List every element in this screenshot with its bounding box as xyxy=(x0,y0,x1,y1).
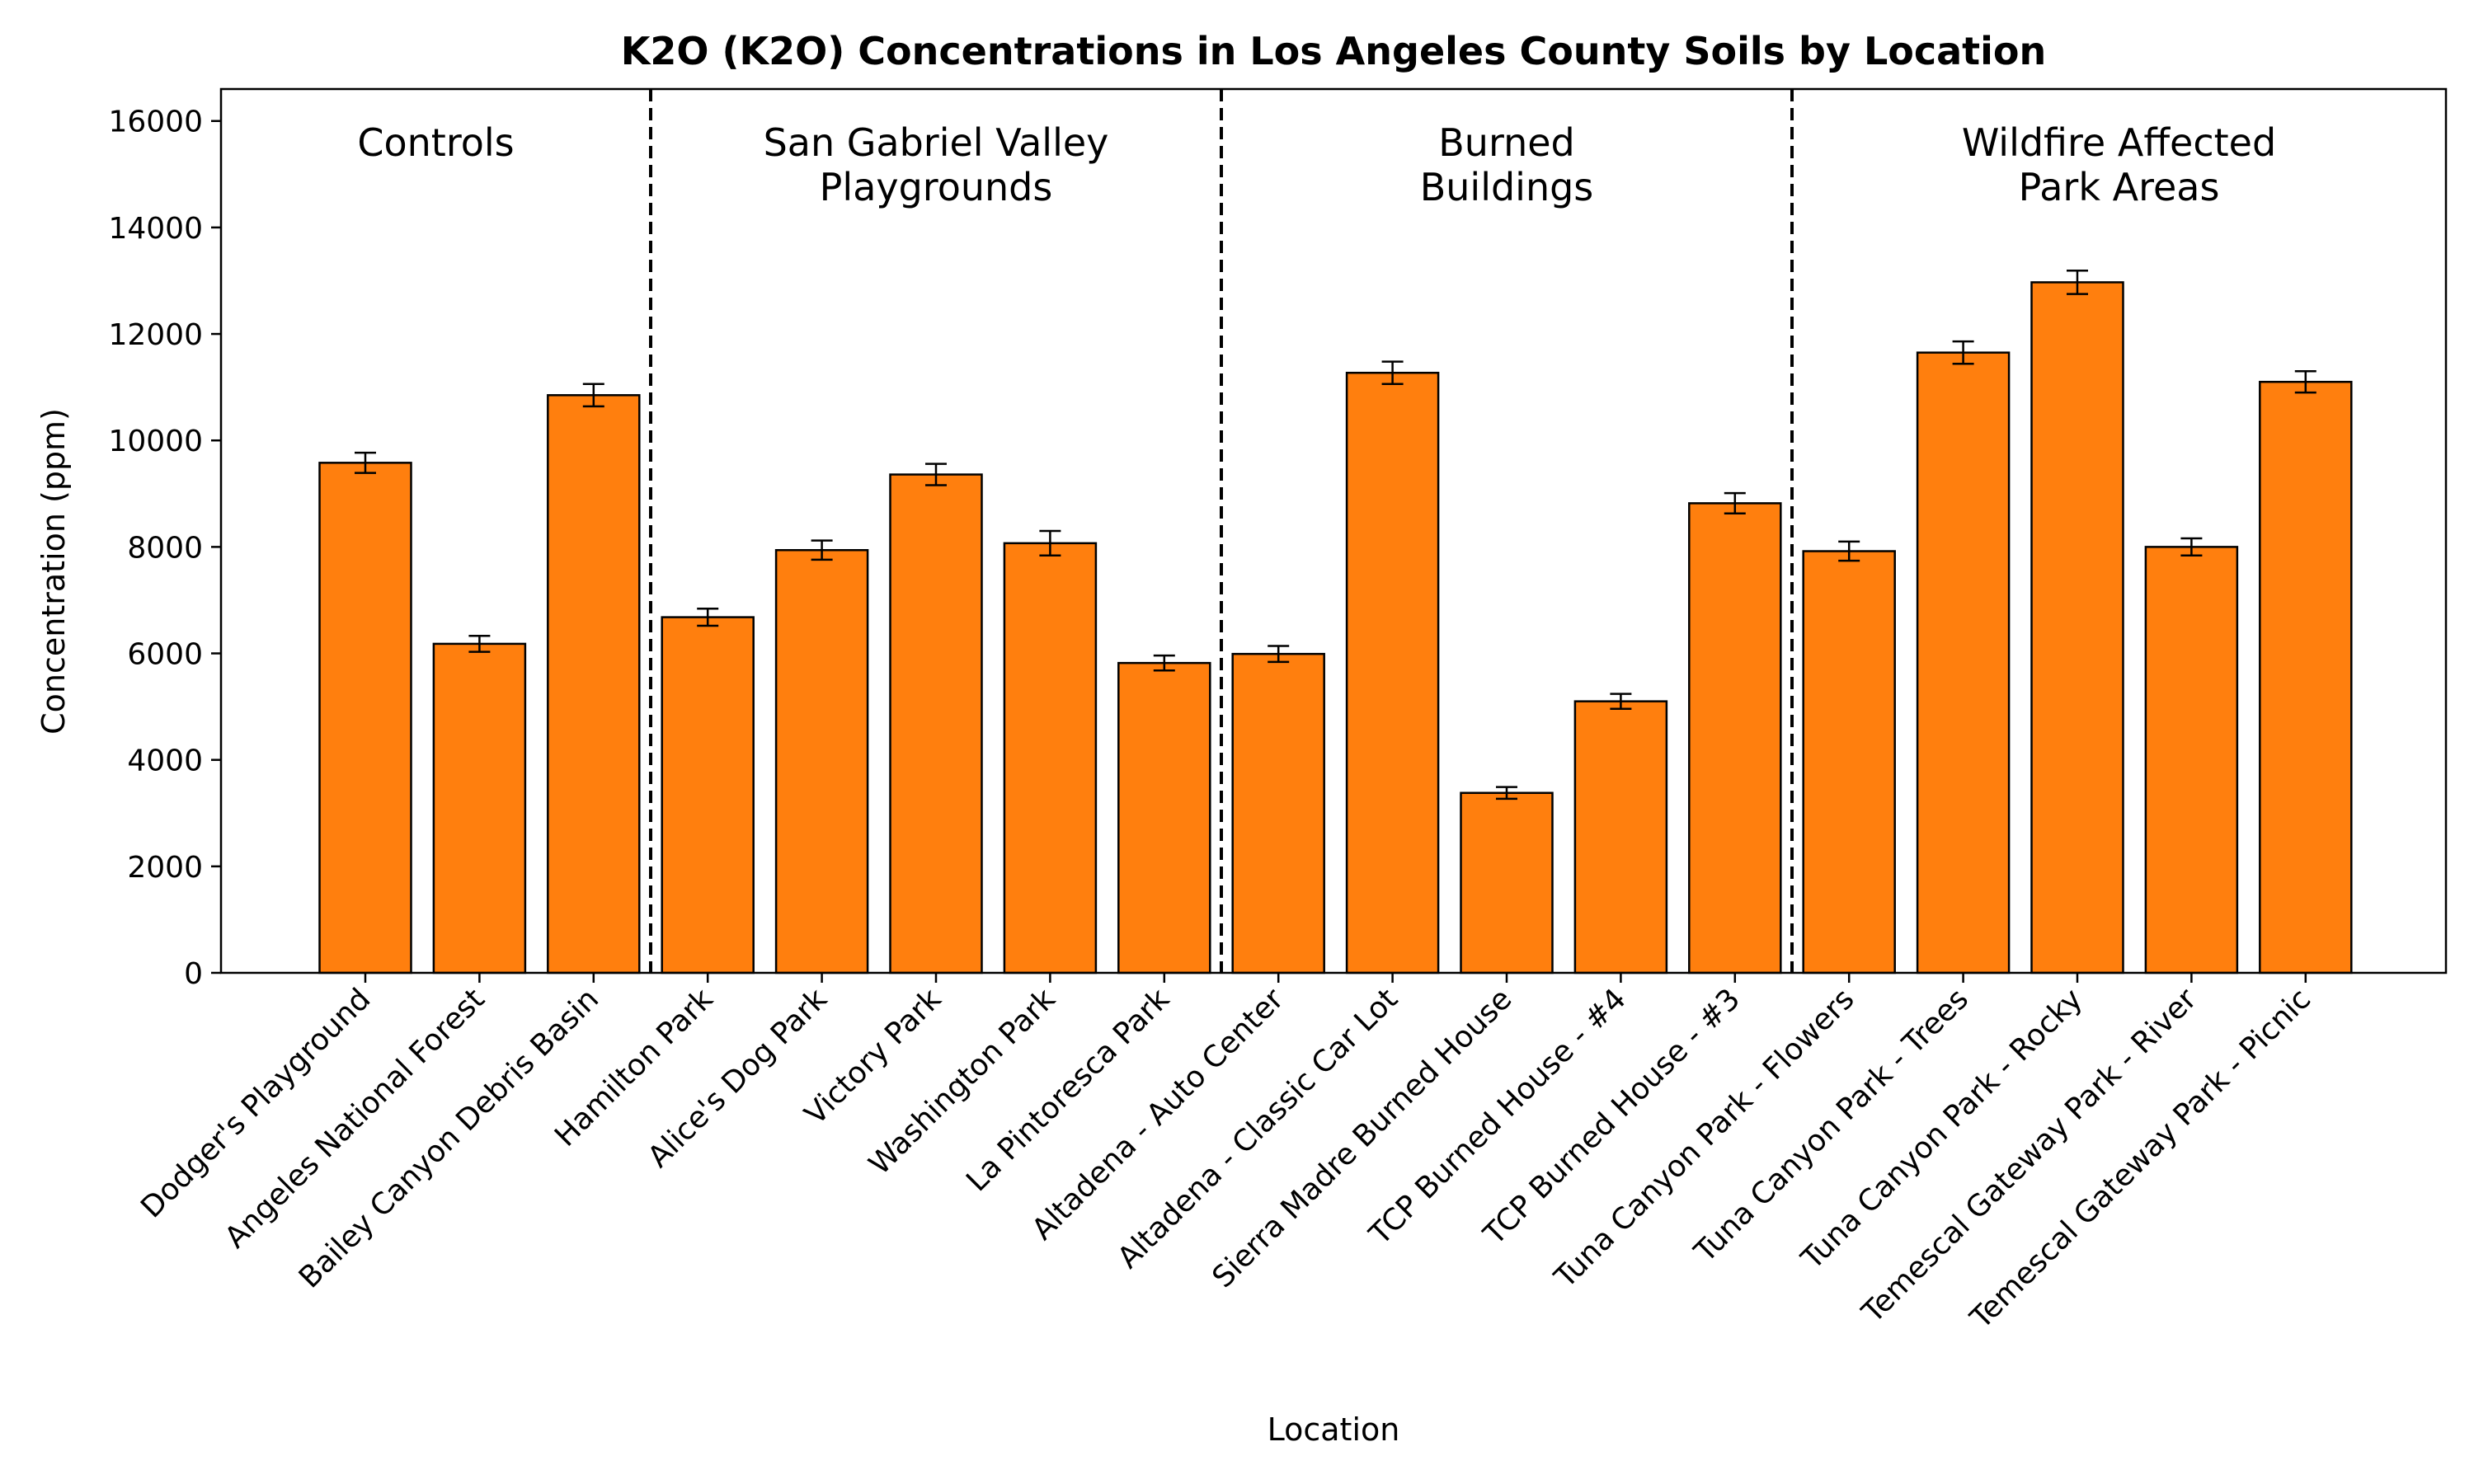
y-tick-label-3: 6000 xyxy=(127,638,203,672)
bar-6 xyxy=(1003,542,1098,974)
bar-14 xyxy=(1916,351,2011,974)
bar-17 xyxy=(2259,380,2353,974)
bar-15 xyxy=(2030,281,2124,974)
bars-group xyxy=(318,281,2353,974)
bar-7 xyxy=(1117,661,1211,974)
y-tick-label-5: 10000 xyxy=(108,425,203,458)
bar-12 xyxy=(1688,502,1782,974)
x-tick-label-0: Dodger's Playground xyxy=(134,982,377,1224)
group-label-2-line-0: Burned xyxy=(1438,120,1574,165)
group-label-3: Wildfire Affected Park Areas xyxy=(1962,120,2276,209)
group-label-0-line-0: Controls xyxy=(357,120,514,165)
group-labels: Controls San Gabriel Valley Playgrounds Bur… xyxy=(357,120,2276,209)
plot-area-frame xyxy=(219,87,2448,974)
bar-0 xyxy=(318,462,412,974)
y-axis: 0 2000 4000 6000 8000 10000 12000 14000 16000 xyxy=(108,106,221,991)
y-tick-label-4: 8000 xyxy=(127,531,203,565)
bar-3 xyxy=(661,616,755,974)
bar-10 xyxy=(1460,791,1554,974)
y-tick-label-2: 4000 xyxy=(127,744,203,778)
group-label-3-line-0: Wildfire Affected xyxy=(1962,120,2276,165)
bar-11 xyxy=(1573,700,1668,974)
group-label-1-line-1: Playgrounds xyxy=(820,165,1053,209)
bar-13 xyxy=(1802,550,1896,974)
bar-2 xyxy=(547,394,641,974)
y-tick-label-6: 12000 xyxy=(108,318,203,352)
bar-5 xyxy=(889,473,983,974)
x-axis-label: Location xyxy=(1268,1411,1400,1448)
group-separators xyxy=(649,89,1794,973)
x-tick-label-6: Washington Park xyxy=(863,982,1062,1181)
chart-title: K2O (K2O) Concentrations in Los Angeles … xyxy=(621,29,2047,73)
group-label-1-line-0: San Gabriel Valley xyxy=(764,120,1109,165)
group-label-1: San Gabriel Valley Playgrounds xyxy=(764,120,1109,209)
x-tick-label-7: La Pintoresca Park xyxy=(960,982,1176,1198)
bar-9 xyxy=(1345,371,1440,974)
bar-16 xyxy=(2144,546,2239,974)
y-axis-label: Concentration (ppm) xyxy=(35,408,72,735)
group-label-2: Burned Buildings xyxy=(1420,120,1594,209)
bar-1 xyxy=(432,642,527,974)
y-tick-label-8: 16000 xyxy=(108,106,203,139)
bar-4 xyxy=(774,548,869,974)
group-label-0: Controls xyxy=(357,120,514,165)
bar-8 xyxy=(1231,652,1325,974)
y-tick-label-1: 2000 xyxy=(127,851,203,885)
y-tick-label-7: 14000 xyxy=(108,212,203,246)
group-label-3-line-1: Park Areas xyxy=(2019,165,2220,209)
y-tick-label-0: 0 xyxy=(184,957,203,991)
error-bars-group xyxy=(355,269,2316,801)
group-label-2-line-1: Buildings xyxy=(1420,165,1594,209)
